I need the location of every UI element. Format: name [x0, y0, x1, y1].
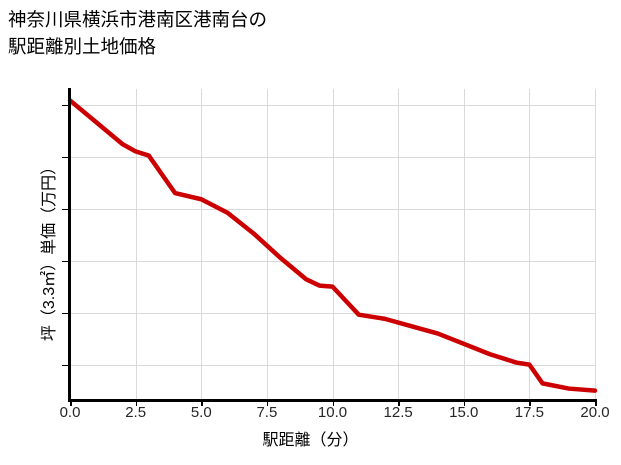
y-tick-mark: [62, 312, 68, 315]
gridline-vertical: [529, 89, 531, 400]
y-tick-mark: [62, 156, 68, 159]
x-tick-label: 15.0: [449, 404, 479, 421]
page-title: 神奈川県横浜市港南区港南台の 駅距離別土地価格: [8, 9, 268, 57]
x-tick-mark: [201, 400, 203, 406]
gridline-vertical: [398, 89, 400, 400]
x-tick-label: 20.0: [580, 404, 610, 421]
x-tick-mark: [266, 400, 269, 406]
x-tick-label: 2.5: [125, 404, 147, 421]
y-axis-title: 坪（3.3㎡）単価（万円）: [41, 158, 58, 342]
x-tick-mark: [135, 400, 138, 406]
gridline-vertical: [135, 89, 137, 400]
x-tick-mark: [70, 400, 72, 406]
line-series-layer: [67, 98, 598, 393]
y-axis-spine: [68, 88, 71, 401]
x-tick-label: 17.5: [514, 404, 544, 421]
x-tick-mark: [398, 400, 400, 406]
x-tick-label: 0.0: [59, 404, 81, 421]
y-tick-mark: [62, 364, 68, 367]
x-tick-mark: [332, 400, 334, 406]
gridline-vertical: [463, 89, 465, 400]
y-tick-mark: [62, 104, 68, 107]
series-line-koinandai: [67, 98, 598, 393]
gridline-vertical: [201, 89, 203, 400]
x-tick-mark: [463, 400, 466, 406]
x-tick-mark: [595, 400, 597, 406]
x-tick-label: 5.0: [190, 404, 212, 421]
x-tick-label: 10.0: [317, 404, 348, 421]
gridline-vertical: [595, 89, 596, 400]
x-tick-label: 12.5: [383, 404, 413, 421]
y-tick-mark: [62, 260, 68, 263]
y-tick-mark: [62, 208, 68, 211]
x-tick-label: 7.5: [256, 404, 278, 421]
x-tick-mark: [529, 400, 531, 406]
gridline-vertical: [332, 89, 334, 400]
plot-area: [67, 89, 598, 400]
x-axis-title: 駅距離（分）: [262, 432, 359, 449]
